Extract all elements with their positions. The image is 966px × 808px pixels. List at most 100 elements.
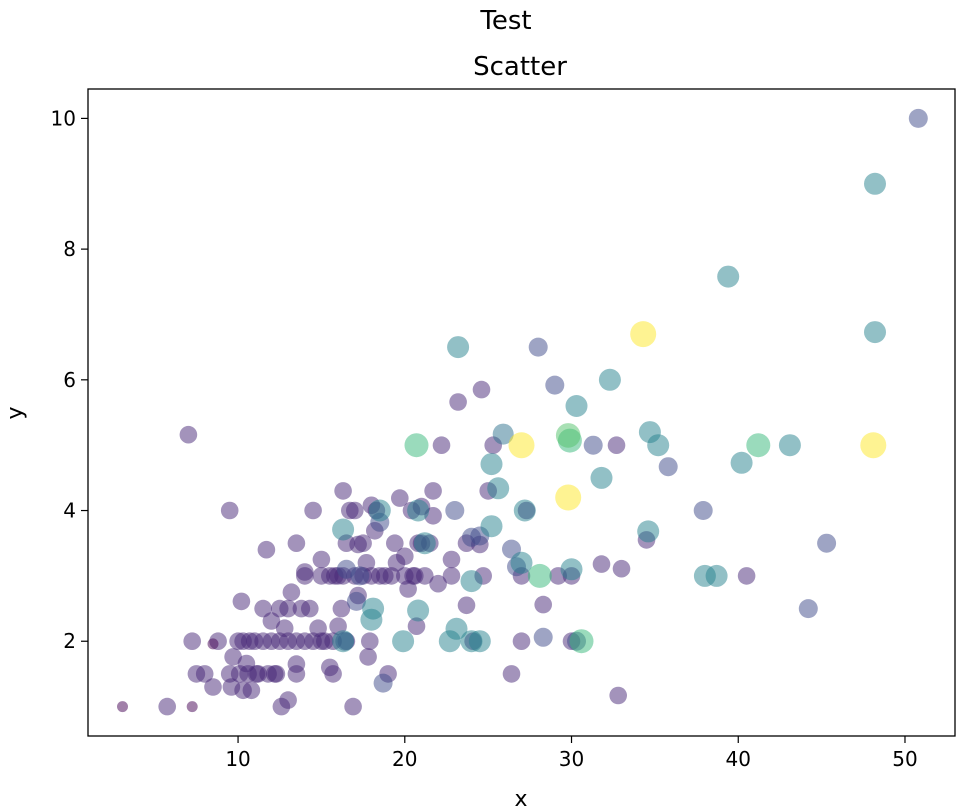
scatter-point: [545, 375, 565, 395]
scatter-point: [242, 681, 261, 700]
scatter-point: [565, 395, 588, 417]
scatter-point: [472, 380, 491, 399]
scatter-point: [442, 567, 461, 585]
scatter-point: [513, 499, 536, 522]
scatter-point: [373, 673, 393, 693]
scatter-point: [350, 566, 370, 586]
scatter-point: [560, 558, 583, 581]
scatter-point: [407, 499, 430, 522]
scatter-point: [864, 172, 886, 195]
scatter-point: [590, 466, 613, 489]
scatter-point: [282, 583, 301, 601]
scatter-point: [287, 534, 306, 552]
y-tick-label: 6: [63, 368, 76, 392]
scatter-point: [346, 501, 364, 520]
scatter-point: [324, 665, 342, 683]
scatter-point: [392, 630, 415, 653]
scatter-point: [442, 550, 461, 569]
scatter-point: [332, 518, 355, 541]
scatter-point: [445, 501, 465, 520]
scatter-point: [432, 436, 451, 455]
y-tick-label: 2: [63, 629, 76, 653]
scatter-point: [361, 632, 379, 650]
scatter-point: [647, 434, 670, 457]
scatter-point: [555, 484, 582, 511]
scatter-point: [569, 629, 594, 654]
scatter-point: [117, 701, 128, 713]
scatter-point: [908, 108, 928, 128]
scatter-point: [598, 368, 621, 391]
scatter-point: [693, 501, 713, 520]
scatter-point: [391, 489, 409, 507]
scatter-point: [407, 617, 426, 635]
scatter-point: [798, 599, 818, 619]
scatter-points: [117, 108, 928, 716]
scatter-point: [429, 574, 447, 593]
scatter-point: [407, 599, 430, 622]
scatter-point: [487, 477, 510, 500]
scatter-point: [492, 423, 514, 445]
scatter-point: [468, 630, 491, 653]
y-axis-ticks: 2 4 6 8 10: [51, 106, 88, 653]
scatter-point: [528, 337, 548, 357]
scatter-point: [204, 678, 222, 696]
scatter-point: [527, 563, 552, 588]
x-axis-label: x: [514, 787, 527, 808]
y-axis-label: y: [3, 406, 28, 419]
scatter-point: [555, 423, 581, 448]
scatter-point: [179, 425, 198, 444]
scatter-point: [864, 321, 886, 344]
scatter-point: [607, 436, 626, 455]
scatter-point: [502, 665, 521, 683]
scatter-point: [368, 499, 391, 522]
scatter-point: [534, 595, 552, 614]
y-tick-label: 4: [63, 499, 76, 523]
scatter-point: [510, 551, 533, 574]
scatter-point: [817, 533, 837, 553]
scatter-point: [658, 457, 678, 477]
scatter-point: [612, 559, 631, 578]
scatter-point: [630, 321, 657, 348]
scatter-point: [637, 520, 660, 543]
scatter-point: [332, 599, 351, 618]
scatter-point: [279, 691, 297, 709]
scatter-point: [457, 596, 476, 615]
scatter-point: [730, 451, 753, 474]
scatter-point: [224, 648, 242, 666]
scatter-point: [287, 655, 306, 673]
scatter-point: [158, 697, 176, 716]
scatter-point: [279, 599, 297, 618]
scatter-point: [717, 265, 740, 288]
scatter-point: [746, 433, 771, 458]
scatter-point: [737, 567, 756, 585]
scatter-point: [424, 482, 442, 500]
x-tick-label: 20: [392, 747, 417, 771]
scatter-point: [354, 534, 372, 552]
x-tick-label: 30: [559, 747, 584, 771]
scatter-point: [207, 638, 219, 650]
scatter-point: [447, 336, 470, 359]
y-tick-label: 8: [63, 237, 76, 261]
scatter-point: [480, 515, 503, 538]
y-tick-label: 10: [51, 106, 76, 130]
x-tick-label: 10: [225, 747, 250, 771]
scatter-point: [296, 563, 314, 581]
scatter-point: [705, 564, 728, 587]
scatter-point: [312, 550, 331, 569]
x-tick-label: 40: [726, 747, 751, 771]
scatter-point: [257, 540, 276, 559]
scatter-point: [508, 432, 535, 459]
scatter-point: [386, 534, 404, 552]
scatter-point: [183, 632, 201, 650]
scatter-point: [396, 547, 414, 566]
scatter-point: [480, 453, 503, 476]
axes-title: Scatter: [473, 52, 567, 82]
scatter-point: [445, 617, 468, 640]
scatter-point: [254, 599, 272, 618]
x-tick-label: 50: [892, 747, 917, 771]
scatter-point: [195, 665, 214, 683]
scatter-point: [301, 599, 319, 618]
scatter-point: [413, 532, 436, 555]
scatter-point: [186, 701, 198, 713]
